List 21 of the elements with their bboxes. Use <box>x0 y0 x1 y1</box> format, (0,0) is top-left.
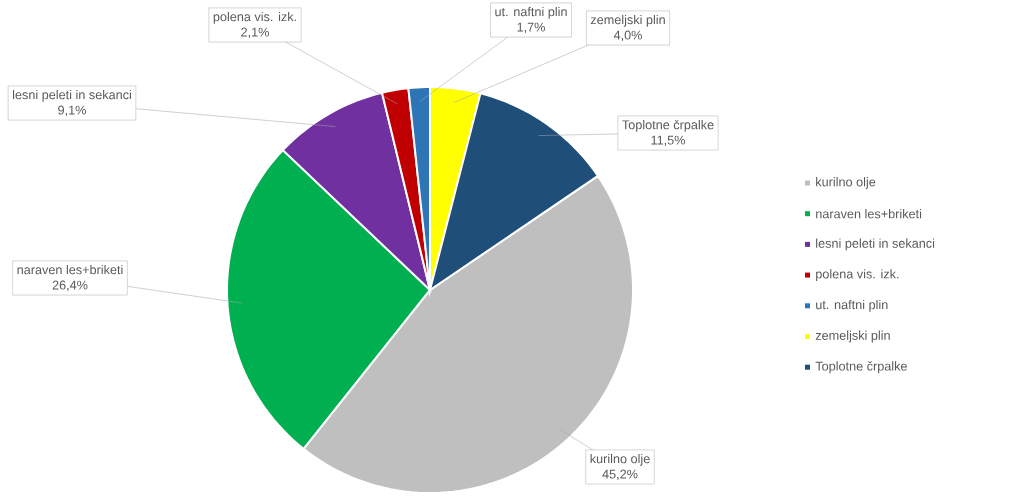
legend-label: polena vis. izk. <box>816 269 899 282</box>
slice-label: Toplotne črpalke <box>622 119 714 132</box>
slice-label: polena vis. izk. <box>213 11 296 24</box>
data-label: 2,1% <box>241 27 269 39</box>
data-label: 26,4% <box>52 280 88 292</box>
legend-label: kurilno olje <box>816 177 876 189</box>
legend-label: zemeljski plin <box>815 330 890 343</box>
slice-label: naraven les+briketi <box>17 264 123 275</box>
slice-label: ut. naftni plin <box>495 6 567 19</box>
data-label: 1,7% <box>517 22 545 34</box>
slice-label: kurilno olje <box>590 453 650 466</box>
data-label: 45,2% <box>602 469 638 481</box>
data-label: 11,5% <box>651 135 686 147</box>
slice-label: lesni peleti in sekanci <box>13 89 131 102</box>
legend-label: ut. naftni plin <box>816 299 888 312</box>
legend-label: Toplotne črpalke <box>815 361 907 374</box>
data-label: 4,0% <box>613 30 642 42</box>
legend-label: lesni peleti in sekanci <box>816 238 935 251</box>
data-label: 9,1% <box>58 105 86 117</box>
legend-label: naraven les+briketi <box>816 209 922 219</box>
slice-label: zemeljski plin <box>590 14 665 27</box>
